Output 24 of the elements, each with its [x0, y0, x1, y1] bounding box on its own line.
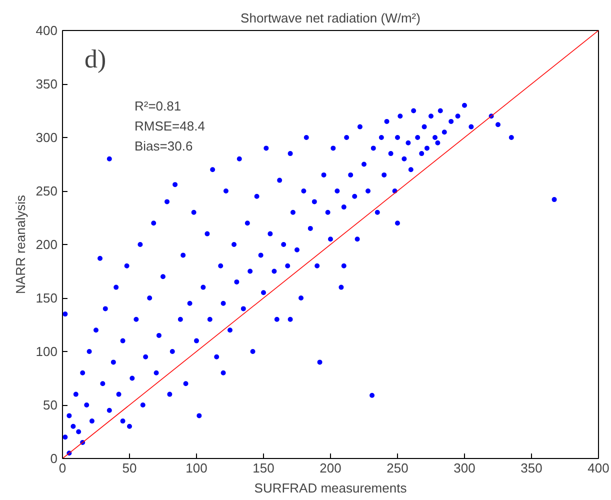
x-tick-label: 200 — [320, 460, 342, 476]
y-tick-label: 50 — [43, 398, 58, 412]
x-tick-label: 350 — [520, 460, 542, 476]
annotation: R²=0.81 — [134, 98, 182, 114]
x-tick-label: 150 — [252, 460, 274, 476]
x-tick-label: 400 — [588, 460, 610, 476]
y-tick-label: 400 — [36, 23, 58, 38]
y-tick-label: 350 — [36, 76, 58, 92]
y-tick-label: 200 — [36, 237, 58, 252]
x-tick-label: 250 — [386, 460, 408, 476]
x-tick-label: 100 — [186, 460, 208, 476]
y-tick-label: 300 — [36, 130, 58, 145]
x-axis-title: SURFRAD measurements — [254, 480, 408, 496]
chart-title: Shortwave net radiation (W/m²) — [240, 10, 420, 26]
annotation: Bias=30.6 — [134, 138, 193, 154]
annotation: RMSE=48.4 — [134, 118, 205, 134]
x-tick-label: 50 — [122, 460, 137, 476]
y-tick-label: 150 — [36, 290, 58, 306]
x-tick-label: 300 — [454, 460, 476, 476]
y-tick-label: 100 — [36, 344, 58, 359]
annotation: d) — [84, 44, 106, 74]
y-axis-title: NARR reanalysis — [12, 194, 28, 294]
y-tick-label: 0 — [50, 451, 58, 466]
y-tick-label: 250 — [36, 184, 58, 198]
